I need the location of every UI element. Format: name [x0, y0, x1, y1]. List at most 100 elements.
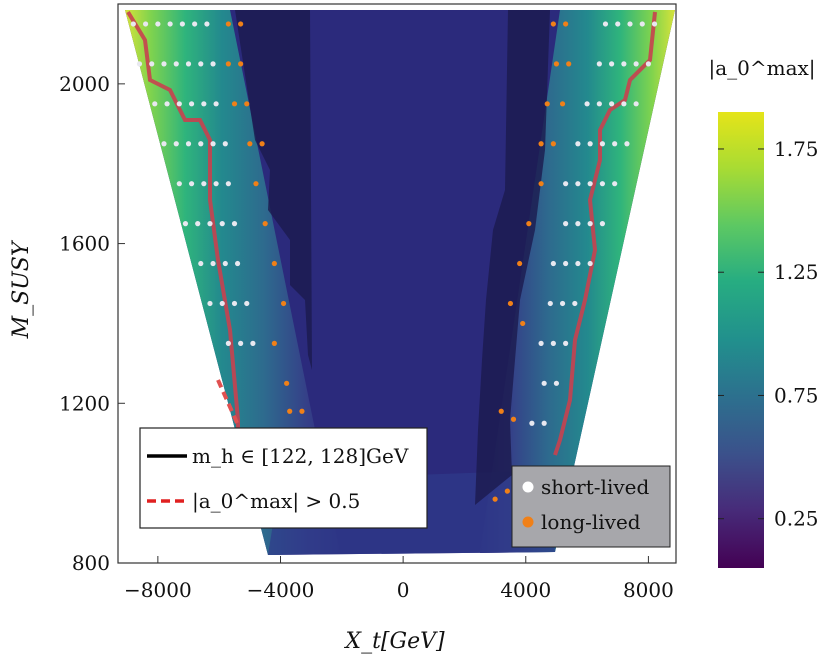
long-lived-point: [492, 496, 498, 502]
long-lived-point: [559, 101, 566, 107]
short-lived-point: [222, 141, 228, 147]
short-lived-point: [225, 340, 231, 346]
legend-points: short-lived long-lived: [511, 465, 671, 548]
short-lived-point: [179, 21, 185, 27]
short-lived-point: [176, 101, 182, 107]
long-lived-point: [517, 260, 523, 267]
colorbar-title: |a_0^max|: [708, 56, 815, 81]
x-tick-label: 0: [397, 578, 410, 602]
short-lived-point: [238, 340, 244, 346]
short-lived-point: [192, 21, 198, 27]
short-lived-point: [188, 101, 195, 107]
short-lived-point: [222, 260, 228, 267]
short-lived-point: [155, 21, 161, 27]
long-lived-point: [271, 340, 277, 346]
long-lived-point: [287, 408, 293, 414]
short-lived-point: [550, 340, 556, 346]
x-tick-label: −8000: [124, 578, 192, 602]
short-lived-point: [136, 61, 143, 67]
long-lived-point: [238, 21, 244, 27]
short-lived-point: [195, 221, 201, 227]
short-lived-point: [602, 21, 609, 27]
short-lived-point: [185, 141, 192, 147]
short-lived-point: [563, 181, 569, 187]
colorbar-tick-label: 1.75: [774, 137, 819, 161]
short-lived-point: [596, 61, 602, 67]
short-lived-point: [130, 21, 136, 27]
long-lived-point: [526, 221, 532, 227]
short-lived-point: [231, 221, 238, 227]
short-lived-point: [161, 61, 167, 67]
short-lived-point: [152, 101, 158, 107]
short-lived-point: [164, 101, 170, 107]
short-lived-point: [231, 300, 238, 307]
long-lived-point: [253, 181, 259, 187]
short-lived-point: [219, 300, 225, 307]
short-lived-point: [587, 181, 593, 187]
long-lived-point: [510, 416, 517, 422]
short-lived-point: [207, 300, 213, 307]
y-axis-label: M_SUSY: [9, 239, 34, 339]
plot-frame: [117, 3, 677, 564]
short-lived-point: [244, 300, 250, 307]
x-tick-label: −4000: [247, 578, 315, 602]
long-lived-point: [563, 21, 569, 27]
short-lived-point: [621, 61, 627, 67]
short-lived-point: [609, 61, 615, 67]
short-lived-point: [167, 21, 173, 27]
long-lived-point: [520, 320, 526, 327]
short-lived-point: [210, 260, 216, 267]
short-lived-point: [651, 21, 658, 27]
colorbar-tick-label: 1.25: [774, 260, 819, 284]
short-lived-point: [575, 181, 581, 187]
y-axis: 800 1200 1600 2000: [59, 72, 125, 575]
short-lived-point: [575, 141, 581, 147]
colorbar-tick-label: 0.75: [774, 383, 819, 407]
long-lived-point: [244, 101, 250, 107]
short-lived-point: [225, 181, 231, 187]
short-lived-point: [207, 221, 213, 227]
short-lived-point: [621, 101, 627, 107]
short-lived-point: [210, 141, 216, 147]
long-lived-point: [271, 260, 277, 267]
short-lived-point: [185, 61, 192, 67]
long-lived-point: [538, 181, 544, 187]
short-lived-point: [188, 181, 195, 187]
short-lived-point: [563, 340, 569, 346]
short-lived-point: [645, 61, 652, 67]
x-tick-label: 4000: [500, 578, 551, 602]
legend-label-long-lived: long-lived: [541, 510, 641, 534]
long-lived-point: [550, 141, 556, 147]
colorbar-tick-label: 0.25: [774, 507, 819, 531]
long-lived-point: [238, 61, 244, 67]
short-lived-point: [234, 260, 241, 267]
short-lived-point: [596, 101, 602, 107]
short-lived-point: [541, 420, 547, 426]
short-lived-point: [563, 221, 569, 227]
legend-label-short-lived: short-lived: [541, 475, 649, 499]
short-lived-point: [587, 141, 593, 147]
short-lived-point: [198, 61, 204, 67]
short-lived-point: [572, 300, 578, 307]
scatter-points: [130, 21, 658, 502]
short-lived-point: [198, 141, 204, 147]
x-tick-label: 8000: [623, 578, 674, 602]
short-lived-point: [142, 21, 149, 27]
y-tick-label: 1600: [59, 232, 110, 256]
short-lived-point: [584, 101, 590, 107]
short-lived-point: [609, 101, 615, 107]
long-lived-point: [504, 488, 510, 494]
long-lived-point: [231, 101, 238, 107]
short-lived-point: [587, 260, 593, 267]
short-lived-point: [633, 61, 639, 67]
short-lived-point: [615, 21, 621, 27]
short-lived-point: [575, 260, 581, 267]
short-lived-point: [547, 300, 553, 307]
long-lived-point: [284, 380, 290, 386]
long-lived-point: [544, 101, 550, 107]
legend-lines: m_h ∈ [122, 128]GeV |a_0^max| > 0.5: [139, 427, 428, 529]
short-lived-point: [627, 21, 633, 27]
x-axis: −8000 −4000 0 4000 8000: [124, 556, 674, 602]
short-lived-point: [210, 61, 216, 67]
short-lived-point: [198, 260, 204, 267]
